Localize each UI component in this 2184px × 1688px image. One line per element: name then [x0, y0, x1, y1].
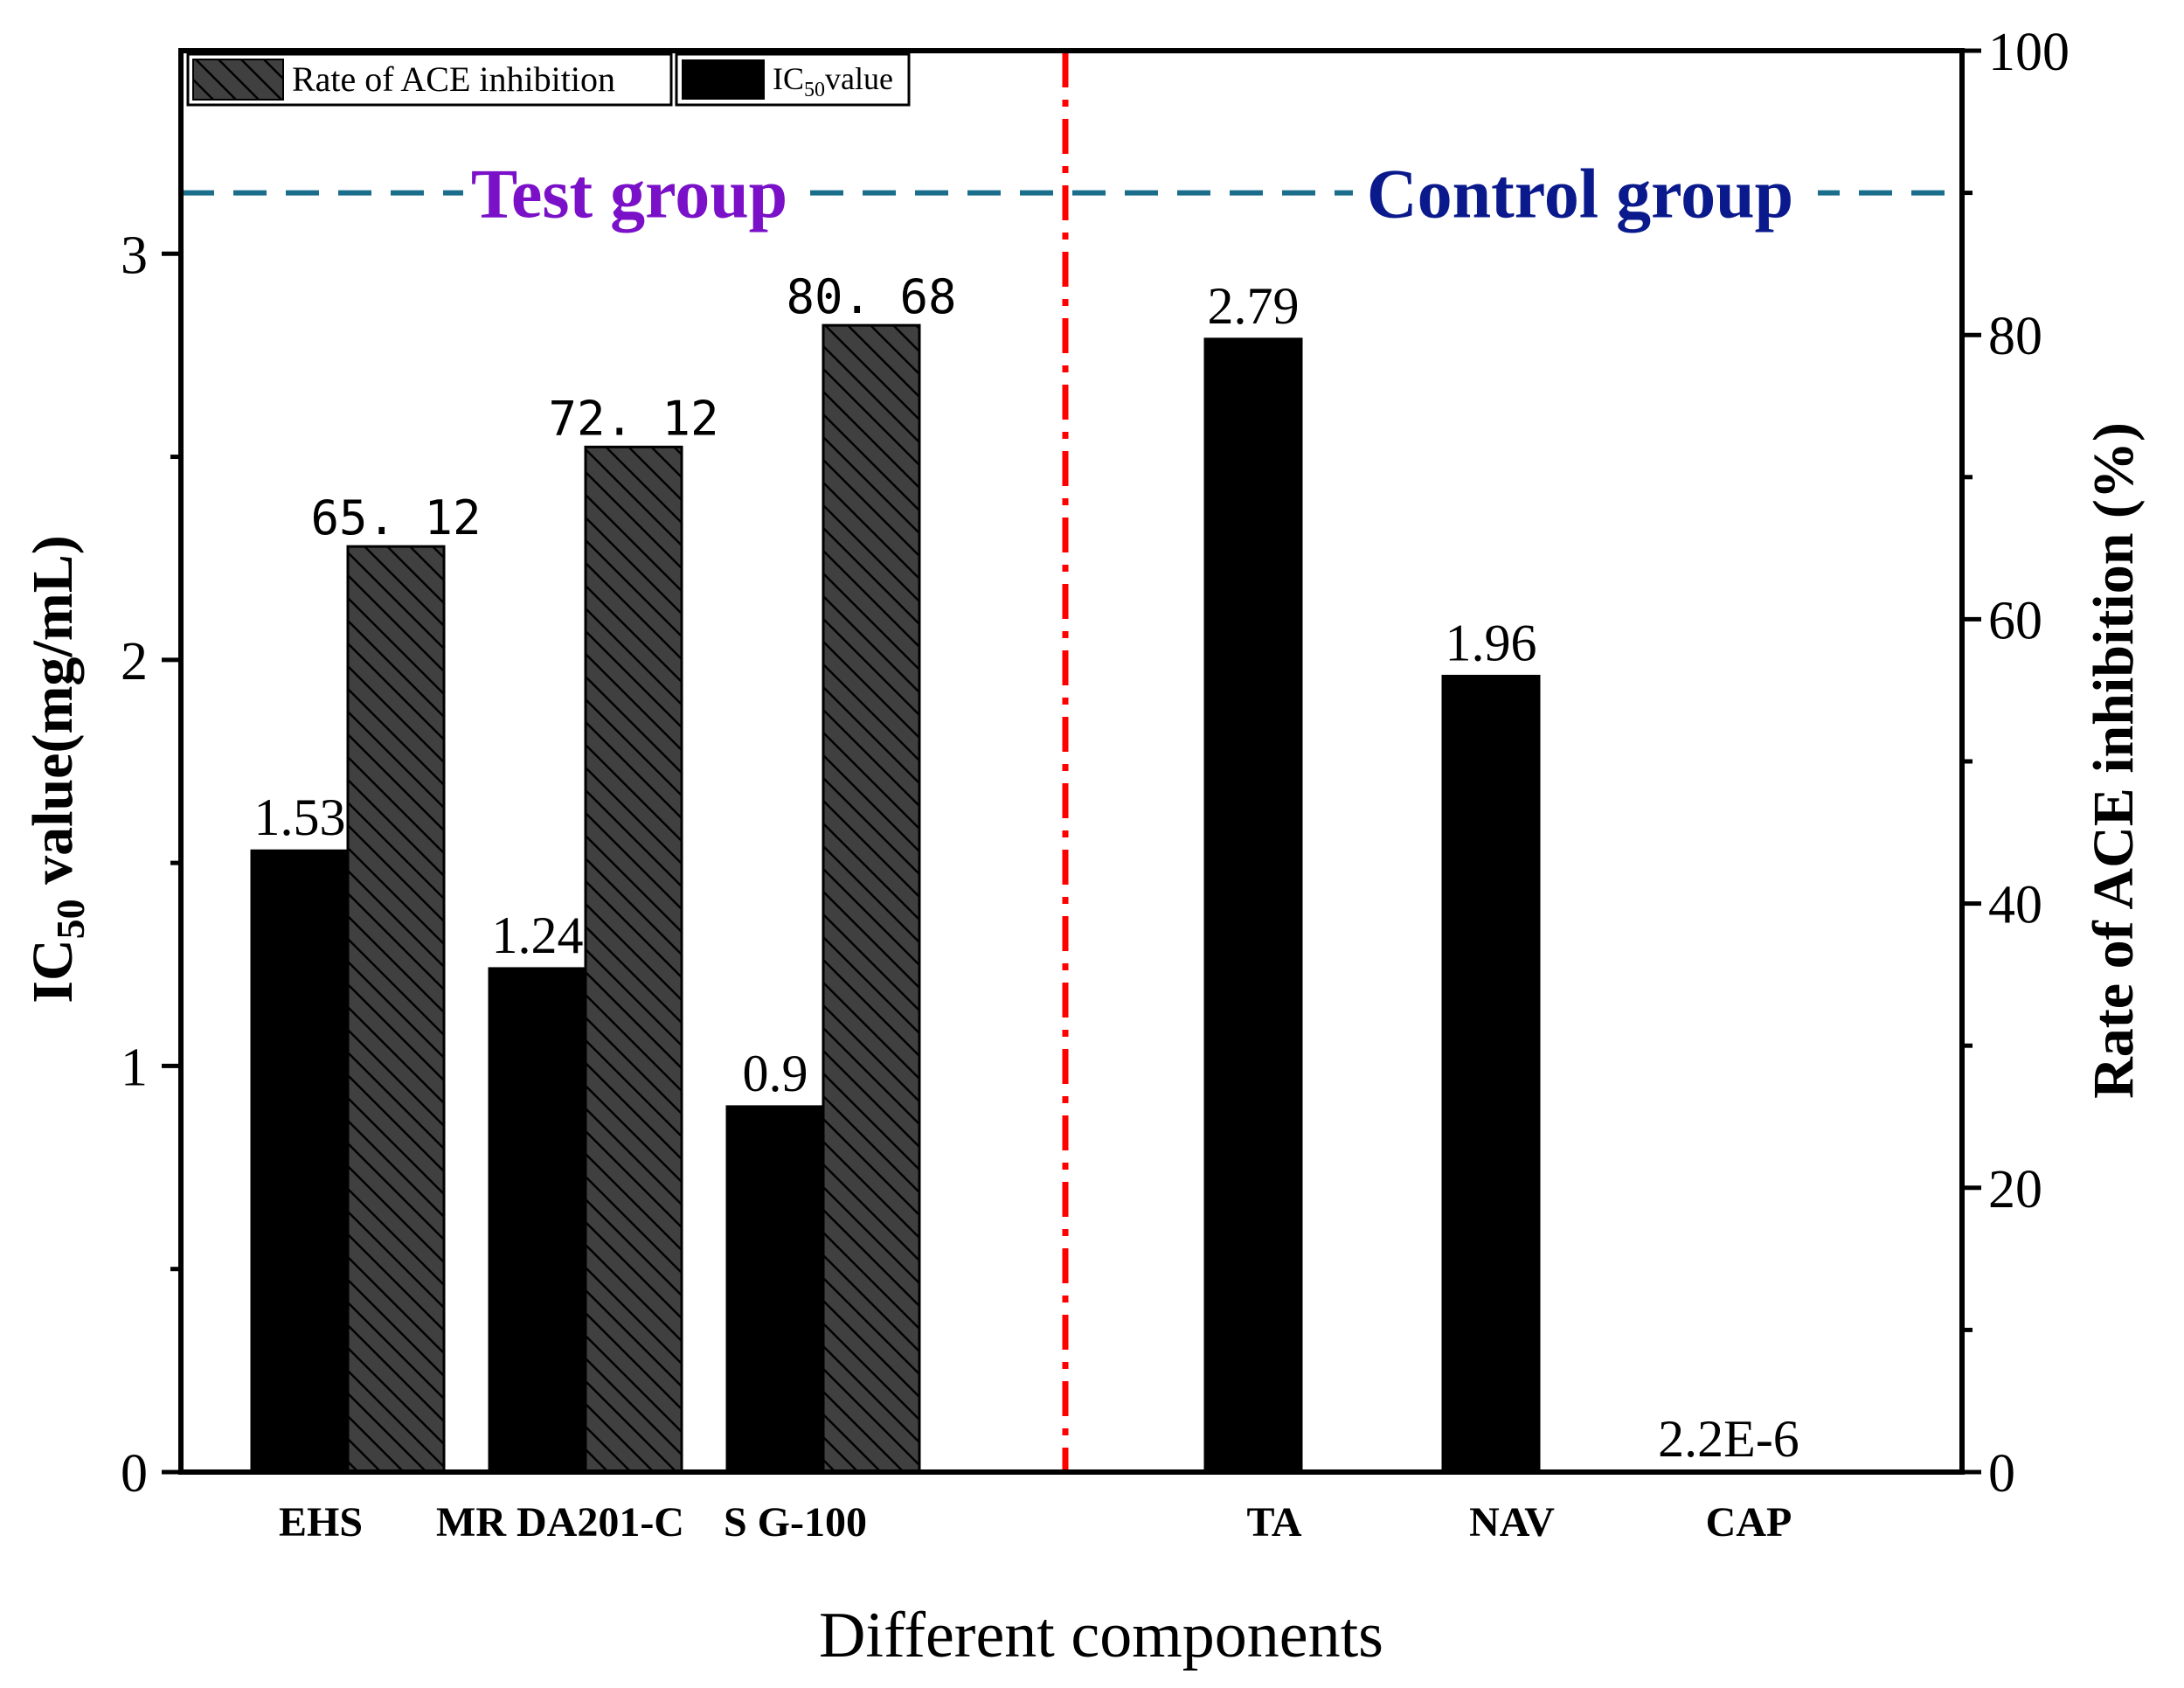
rate-bar-1 — [346, 545, 446, 1474]
ic50-data-label-6: 2.2E-6 — [1658, 1410, 1799, 1468]
legend-label-rate: Rate of ACE inhibition — [292, 59, 615, 99]
legend-label-ic50: IC50value — [773, 61, 893, 101]
y-tick-label-2: 2 — [121, 632, 148, 691]
category-label-5: NAV — [1469, 1499, 1555, 1546]
y-axis-title: IC50 value(mg/mL) — [21, 535, 93, 1003]
bars-layer — [250, 323, 1778, 1474]
ic50-bar-5 — [1441, 674, 1541, 1474]
ic50-bar-4 — [1203, 337, 1303, 1474]
rate-bar-3 — [822, 323, 921, 1474]
y2-tick-label-40: 40 — [1988, 876, 2042, 935]
y2-tick-label-80: 80 — [1988, 307, 2042, 366]
legend-swatch-ic50 — [682, 59, 765, 100]
ic50-data-label-3: 0.9 — [743, 1045, 808, 1102]
y-axis-title-rest: value(mg/mL) — [21, 535, 85, 899]
rate-data-label-3: 80. 68 — [786, 269, 956, 324]
legend-swatch-rate — [192, 59, 284, 101]
ic50-bar-1 — [250, 849, 350, 1474]
y2-tick-label-0: 0 — [1988, 1444, 2015, 1504]
ic50-bar-2 — [488, 967, 587, 1474]
y2-tick-label-20: 20 — [1988, 1160, 2042, 1219]
rate-data-label-2: 72. 12 — [548, 391, 718, 446]
y-axis-title-subscript: 50 — [48, 899, 93, 939]
legend-label-ic50-rest: value — [825, 61, 893, 96]
test-group-label: Test group — [471, 156, 787, 233]
x-axis-title: Different components — [819, 1600, 1383, 1671]
y-tick-label-0: 0 — [121, 1444, 148, 1504]
category-label-3: S G-100 — [724, 1499, 867, 1546]
legend: Rate of ACE inhibition IC50value — [186, 52, 911, 107]
ic50-data-label-5: 1.96 — [1446, 614, 1537, 671]
category-label-1: EHS — [279, 1499, 363, 1546]
y-axis-title-main: IC — [21, 939, 85, 1003]
legend-label-ic50-main: IC — [773, 61, 804, 96]
ic50-bar-3 — [725, 1105, 825, 1474]
y2-tick-label-100: 100 — [1988, 23, 2070, 82]
y-tick-label-3: 3 — [121, 226, 148, 285]
control-group-label: Control group — [1367, 156, 1793, 233]
y2-axis-title: Rate of ACE inhibition (%) — [2082, 422, 2146, 1099]
category-label-4: TA — [1246, 1499, 1301, 1546]
y2-tick-label-60: 60 — [1988, 591, 2042, 650]
plot-frame — [178, 48, 1965, 1475]
category-labels: EHS MR DA201-C S G-100 TA NAV CAP — [279, 1499, 1792, 1546]
rate-data-label-1: 65. 12 — [310, 490, 481, 545]
axis-tick-labels: 0 1 2 3 0 20 40 60 80 100 — [121, 23, 2070, 1504]
data-labels: 1.53 1.24 0.9 2.79 1.96 2.2E-6 65. 12 72. 12 80.… — [254, 269, 1799, 1468]
legend-label-ic50-subscript: 50 — [804, 79, 825, 101]
test-group-label-background — [463, 157, 804, 228]
y-tick-label-1: 1 — [121, 1038, 148, 1097]
rate-bar-2 — [584, 445, 683, 1474]
ic50-data-label-2: 1.24 — [492, 907, 584, 964]
category-label-6: CAP — [1706, 1499, 1792, 1546]
ic50-data-label-4: 2.79 — [1208, 277, 1300, 335]
axis-ticks — [162, 48, 1981, 1475]
control-group-label-background — [1353, 157, 1818, 228]
category-label-2: MR DA201-C — [436, 1499, 684, 1546]
ic50-data-label-1: 1.53 — [254, 788, 346, 846]
